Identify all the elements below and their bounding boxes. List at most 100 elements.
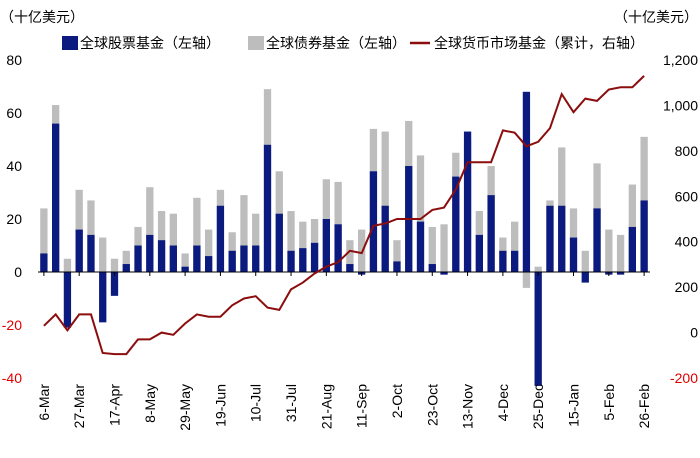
bond-fund-bar (581, 250, 589, 272)
equity-fund-bar (546, 205, 554, 272)
x-tick-label: 27-Mar (71, 384, 87, 429)
x-tick-label: 31-Jul (283, 384, 299, 422)
equity-fund-bar (416, 221, 425, 272)
x-tick-label: 6-Mar (36, 384, 52, 421)
equity-fund-bar (593, 208, 601, 272)
equity-fund-bar (381, 205, 389, 272)
bond-fund-bar (428, 226, 436, 272)
bond-fund-bar (240, 195, 248, 272)
equity-fund-bar (475, 234, 483, 272)
equity-fund-bar (463, 131, 472, 272)
equity-fund-bar (252, 245, 260, 272)
bond-fund-bar (440, 224, 448, 272)
equity-fund-bar (134, 245, 142, 272)
x-axis: 6-Mar 27-Mar 17-Apr 8-May 29-May 19-Jun 10-Jul… (36, 272, 652, 431)
x-tick-label: 11-Sep (354, 384, 370, 428)
bond-fund-bar (193, 197, 201, 272)
bond-fund-bar (40, 208, 48, 272)
bond-fund-bar (146, 187, 154, 272)
equity-fund-bar (428, 264, 436, 272)
left-tick-label: 40 (6, 158, 22, 174)
equity-fund-bar (487, 195, 495, 272)
equity-fund-bar (216, 205, 225, 272)
right-tick-label: 1,200 (663, 52, 698, 68)
equity-fund-bar (228, 250, 236, 272)
right-tick-label: 0 (690, 325, 698, 341)
equity-fund-bar (40, 253, 48, 272)
equity-fund-bar (263, 144, 272, 272)
x-tick-label: 19-Jun (212, 384, 228, 427)
equity-fund-bar (581, 272, 589, 283)
right-tick-label: -200 (670, 370, 698, 386)
x-tick-label: 21-Aug (318, 384, 334, 429)
x-tick-label: 2-Oct (389, 384, 405, 418)
bond-fund-bar (63, 258, 72, 272)
legend: 全球股票基金（左轴） 全球债券基金（左轴） 全球货币市场基金（累计，右轴） (62, 35, 644, 51)
bond-fund-bar (287, 211, 295, 272)
left-tick-label: -40 (2, 370, 22, 386)
bond-fund-bar (110, 258, 119, 272)
equity-fund-bar (522, 91, 531, 272)
bond-fund-bar (522, 272, 531, 288)
equity-fund-bar (499, 250, 507, 272)
x-tick-label: 10-Jul (248, 384, 264, 422)
equity-fund-bar (275, 213, 283, 272)
equity-fund-bar (346, 264, 354, 272)
left-tick-label: 60 (6, 105, 22, 121)
bond-fund-bar (169, 213, 177, 272)
left-axis-unit-label: （十亿美元） (0, 9, 84, 25)
bond-fund-bar (346, 240, 354, 272)
equity-fund-bar (640, 200, 648, 272)
equity-fund-bar (75, 229, 83, 272)
right-tick-label: 800 (675, 143, 699, 159)
equity-fund-bars (40, 91, 648, 386)
equity-fund-bar (240, 245, 248, 272)
equity-fund-bar (440, 272, 448, 275)
legend-label-bond: 全球债券基金（左轴） (266, 35, 406, 51)
x-tick-label: 5-Feb (601, 384, 617, 421)
legend-swatch-equity (62, 36, 78, 50)
bond-fund-bar (299, 221, 307, 272)
bond-fund-bar (511, 221, 519, 272)
bond-fund-bar (393, 240, 401, 272)
x-tick-label: 29-May (177, 384, 193, 431)
bond-fund-bar (534, 266, 542, 272)
right-tick-label: 1,000 (663, 97, 698, 113)
x-tick-label: 17-Apr (107, 384, 123, 426)
bond-fund-bars (40, 89, 648, 288)
x-tick-label: 23-Oct (424, 384, 440, 426)
equity-fund-bar (534, 272, 542, 386)
x-tick-label: 25-Dec (530, 384, 546, 429)
right-axis: 1,200 1,000 800 600 400 200 0 -200 (663, 52, 698, 386)
equity-fund-bar (110, 272, 119, 296)
equity-fund-bar (452, 176, 460, 272)
x-tick-label: 15-Jan (566, 384, 582, 427)
left-tick-label: 20 (6, 211, 22, 227)
equity-fund-bar (99, 272, 107, 323)
money-market-cumulative-line (43, 75, 645, 356)
equity-fund-bar (393, 261, 401, 272)
bond-fund-bar (616, 234, 625, 272)
equity-fund-bar (287, 250, 295, 272)
equity-fund-bar (310, 242, 319, 272)
legend-label-money-market: 全球货币市场基金（累计，右轴） (434, 35, 644, 51)
legend-label-equity: 全球股票基金（左轴） (80, 35, 220, 51)
equity-fund-bar (334, 224, 342, 272)
equity-fund-bar (616, 272, 625, 275)
equity-fund-bar (87, 234, 95, 272)
equity-fund-bar (299, 248, 307, 272)
left-axis: 80 60 40 20 0 -20 -40 (2, 52, 22, 386)
equity-fund-bar (63, 272, 72, 328)
right-tick-label: 200 (675, 279, 699, 295)
x-tick-label: 4-Dec (495, 384, 511, 421)
right-tick-label: 600 (675, 188, 699, 204)
legend-swatch-bond (248, 36, 264, 50)
x-tick-label: 13-Nov (460, 384, 476, 429)
bond-fund-bar (205, 229, 213, 272)
equity-fund-bar (569, 237, 578, 272)
x-tick-label: 26-Feb (636, 384, 652, 429)
equity-fund-bar (205, 256, 213, 272)
right-tick-label: 400 (675, 234, 699, 250)
